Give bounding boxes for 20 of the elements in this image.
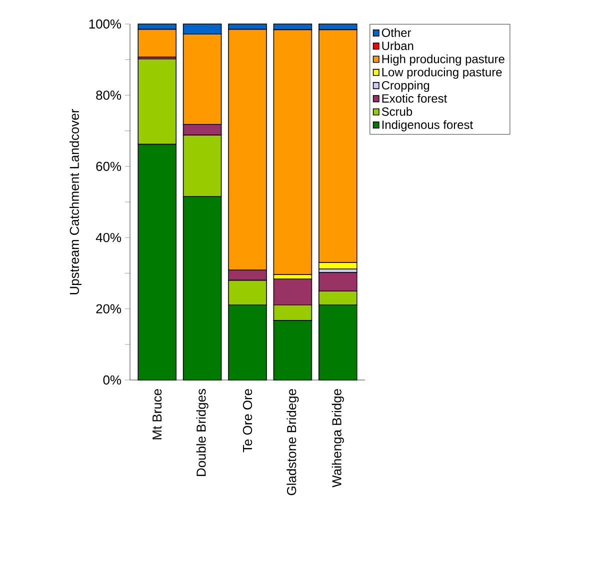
y-tick-label: 100%: [89, 19, 122, 29]
y-tick-label: 60%: [96, 162, 122, 171]
x-tick-label: Te Ore Ore: [242, 389, 252, 452]
legend-label: Indigenous forest: [382, 120, 473, 132]
y-tick-label: 0%: [103, 375, 122, 385]
legend-label: Exotic forest: [382, 94, 448, 103]
x-tick-label: Waihenga Bridge: [332, 389, 344, 488]
y-tick-label: 40%: [96, 233, 122, 242]
y-tick-label: 80%: [96, 90, 122, 100]
x-tick-label: Double Bridges: [196, 388, 208, 476]
y-axis-title: Upstream Catchment Landcover: [69, 109, 82, 294]
legend-label: Urban: [382, 41, 414, 50]
legend-label: Low producing pasture: [382, 68, 502, 79]
x-tick-label: Mt Bruce: [152, 389, 162, 440]
x-tick-label: Gladstone Bridege: [286, 389, 299, 496]
y-tick-label: 20%: [96, 304, 122, 314]
legend-label: Scrub: [382, 107, 412, 116]
legend-label: Cropping: [382, 80, 430, 92]
legend-label: High producing pasture: [382, 54, 504, 66]
legend-label: Other: [382, 28, 412, 37]
